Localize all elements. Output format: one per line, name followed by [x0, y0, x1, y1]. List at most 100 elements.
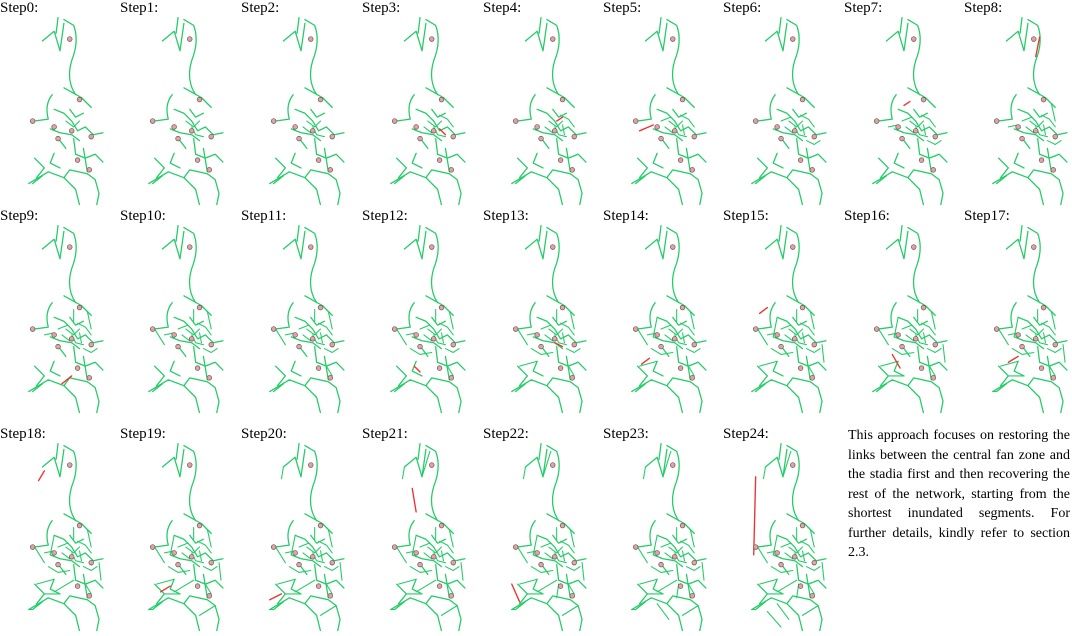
venue-marker: [208, 133, 214, 140]
road-segment: [565, 573, 571, 599]
road-segment: [666, 377, 703, 413]
road-segment: [546, 18, 560, 96]
road-network-map: [390, 16, 466, 205]
road-segment: [28, 171, 81, 205]
road-segment: [685, 566, 701, 572]
road-segment: [567, 365, 575, 377]
road-segment: [440, 332, 445, 344]
road-segment: [778, 442, 782, 460]
venue-marker: [327, 167, 333, 173]
road-segment: [913, 108, 929, 118]
venue-marker: [310, 336, 316, 342]
venue-marker: [391, 326, 398, 332]
road-network-map: [751, 442, 827, 631]
road-segment: [183, 18, 197, 96]
road-segment: [524, 22, 548, 52]
road-segment: [274, 157, 287, 179]
venue-marker: [677, 157, 684, 163]
venue-marker: [310, 554, 316, 560]
road-segment: [786, 169, 823, 205]
venue-marker: [296, 561, 302, 568]
road-segment: [807, 583, 815, 595]
road-segment: [538, 442, 542, 460]
road-segment: [631, 379, 684, 413]
venue-marker: [55, 343, 61, 350]
road-segment: [992, 379, 1045, 413]
road-segment: [396, 546, 407, 564]
venue-marker: [672, 554, 678, 560]
road-segment: [63, 87, 92, 109]
venue-marker: [811, 341, 817, 348]
road-segment: [53, 534, 104, 562]
road-segment: [897, 316, 948, 344]
road-segment: [548, 120, 564, 128]
road-segment: [776, 534, 827, 562]
road-segment: [778, 224, 782, 242]
road-segment: [901, 324, 913, 330]
road-segment: [294, 316, 345, 344]
step-panel: Step17:: [964, 208, 1072, 418]
road-segment: [660, 324, 672, 330]
road-segment: [784, 334, 794, 342]
road-segment: [805, 566, 821, 572]
road-segment: [536, 534, 587, 562]
venue-marker: [569, 375, 575, 381]
road-segment: [206, 528, 212, 548]
road-segment: [644, 22, 668, 52]
road-segment: [425, 595, 462, 631]
road-segment: [909, 120, 925, 128]
road-segment: [49, 534, 55, 556]
road-segment: [161, 448, 185, 478]
road-segment: [532, 554, 564, 568]
road-segment: [185, 546, 201, 554]
step-panel: Step1:: [120, 0, 240, 210]
road-segment: [202, 573, 208, 599]
road-segment: [440, 605, 458, 616]
road-segment: [33, 302, 53, 330]
venue-marker: [797, 157, 804, 163]
road-segment: [69, 316, 85, 326]
road-segment: [544, 552, 554, 560]
venue-marker: [431, 128, 437, 134]
road-segment: [511, 597, 564, 631]
venue-marker: [559, 96, 566, 103]
restored-link: [269, 593, 283, 601]
venue-marker: [189, 336, 195, 342]
road-segment: [565, 147, 571, 173]
step-panel: Step20:: [241, 426, 361, 636]
road-segment: [411, 534, 417, 556]
road-segment: [644, 448, 668, 478]
road-segment: [446, 365, 454, 377]
road-segment: [930, 310, 936, 330]
step-panel: Step6:: [723, 0, 843, 210]
venue-marker: [292, 332, 298, 338]
venue-marker: [512, 118, 519, 124]
step-label: Step8:: [964, 0, 1003, 16]
road-segment: [169, 534, 175, 556]
road-segment: [561, 124, 566, 136]
road-segment: [431, 534, 447, 544]
road-segment: [546, 87, 575, 109]
venue-marker: [809, 593, 815, 599]
restored-link: [61, 375, 73, 385]
venue-marker: [88, 341, 94, 348]
venue-marker: [86, 167, 92, 173]
road-segment: [652, 554, 684, 568]
road-segment: [1021, 116, 1033, 122]
road-segment: [772, 128, 804, 142]
road-segment: [546, 226, 560, 304]
road-segment: [298, 324, 310, 330]
road-segment: [98, 562, 102, 581]
road-segment: [49, 128, 81, 142]
venue-marker: [51, 332, 57, 338]
road-segment: [169, 152, 181, 169]
road-segment: [899, 224, 903, 242]
road-segment: [173, 579, 195, 593]
road-segment: [560, 540, 575, 554]
road-segment: [1062, 344, 1066, 363]
venue-marker: [538, 135, 544, 142]
venue-marker: [431, 336, 437, 342]
road-segment: [59, 139, 67, 150]
road-segment: [33, 94, 53, 122]
road-segment: [57, 542, 69, 548]
